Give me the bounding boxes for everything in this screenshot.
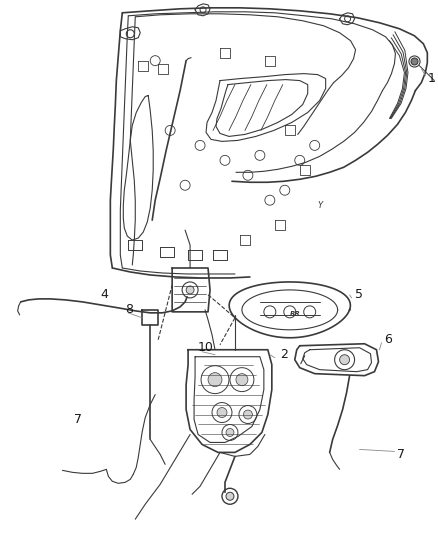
Text: Y: Y (317, 201, 322, 209)
Circle shape (230, 368, 254, 392)
Circle shape (226, 492, 234, 500)
Circle shape (186, 286, 194, 294)
Circle shape (226, 429, 234, 437)
Circle shape (339, 355, 350, 365)
Text: 10: 10 (198, 341, 214, 354)
Circle shape (304, 306, 316, 318)
Circle shape (208, 373, 222, 386)
Text: 1: 1 (427, 72, 435, 85)
Text: 7: 7 (74, 413, 82, 426)
Circle shape (201, 366, 229, 393)
Text: 8: 8 (125, 303, 133, 317)
Circle shape (244, 410, 252, 419)
Circle shape (217, 408, 227, 417)
Circle shape (335, 350, 355, 370)
Text: 2: 2 (280, 348, 288, 361)
Text: 6: 6 (385, 333, 392, 346)
Text: 5: 5 (355, 288, 363, 301)
Circle shape (222, 424, 238, 440)
Circle shape (264, 306, 276, 318)
Circle shape (284, 306, 296, 318)
Text: 4: 4 (100, 288, 108, 301)
Circle shape (239, 406, 257, 424)
Circle shape (236, 374, 248, 385)
Text: RR: RR (290, 311, 300, 317)
Circle shape (222, 488, 238, 504)
Circle shape (212, 402, 232, 423)
Text: 7: 7 (397, 448, 406, 461)
